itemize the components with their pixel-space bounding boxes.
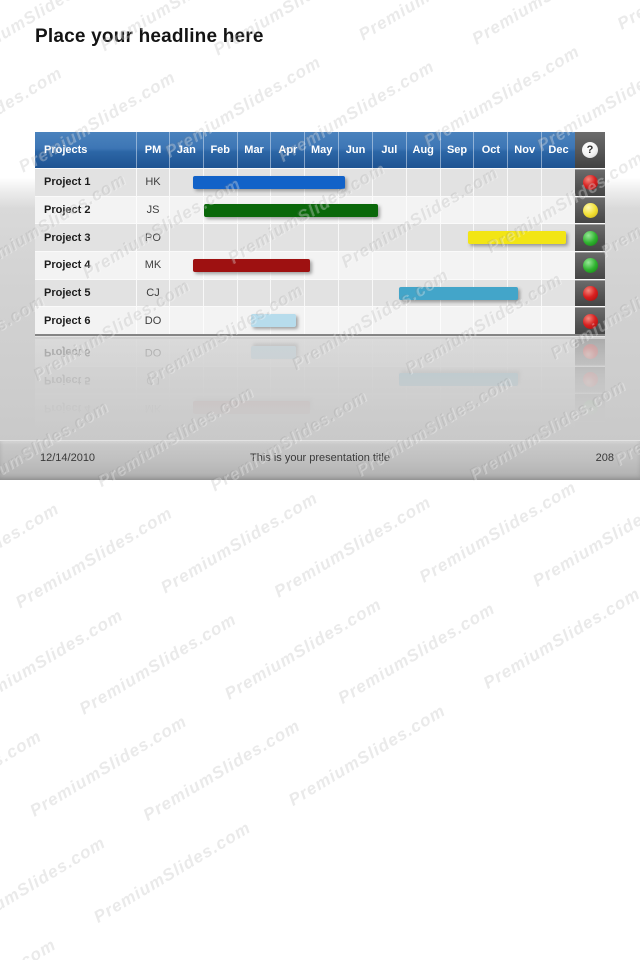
gantt-bar (192, 258, 311, 272)
pm-cell: CJ (136, 279, 169, 307)
status-indicator (582, 230, 598, 246)
column-header-month: Jun (338, 132, 372, 168)
column-header-month: Sep (439, 132, 474, 168)
timeline-cell (169, 224, 575, 251)
column-header-month: Dec (541, 132, 575, 168)
project-name-cell: Project 2 (44, 203, 91, 216)
project-name-cell: Project 5 (44, 286, 91, 299)
gantt-table: Projects PM Jan Feb Mar Apr May Jun Jul … (35, 132, 605, 334)
status-cell (575, 279, 605, 307)
help-icon[interactable]: ? (582, 142, 598, 158)
column-header-month: Oct (473, 132, 507, 168)
pm-cell: JS (136, 196, 169, 224)
table-row: Project 6 DO (35, 306, 605, 334)
footer-title: This is your presentation title (249, 452, 390, 464)
timeline-cell (169, 307, 575, 334)
month-header-group: Jan Feb Mar Apr May Jun Jul Aug Sep Oct … (169, 132, 575, 168)
project-name-cell: Project 4 (44, 259, 91, 272)
column-header-month: Aug (405, 132, 440, 168)
gantt-bar (250, 314, 297, 328)
status-indicator (582, 285, 598, 301)
footer-date: 12/14/2010 (40, 452, 96, 464)
status-cell (575, 307, 605, 334)
column-header-month: Apr (270, 132, 304, 168)
project-name-cell: Project 3 (44, 231, 91, 244)
column-header-month: Jan (169, 132, 203, 168)
pm-cell: PO (136, 224, 169, 251)
gantt-bar (203, 203, 378, 217)
footer-page-number: 208 (595, 452, 614, 464)
table-row: Project 3 PO (35, 223, 605, 251)
column-header-status: ? (575, 132, 605, 168)
status-cell (575, 196, 605, 224)
status-indicator (582, 313, 598, 329)
slide-footer: 12/14/2010 This is your presentation tit… (0, 440, 640, 480)
status-cell (575, 169, 605, 196)
column-header-month: Jul (371, 132, 406, 168)
status-cell (575, 251, 605, 279)
status-indicator (582, 258, 598, 274)
headline: Place your headline here (35, 26, 264, 47)
status-indicator (582, 175, 598, 191)
column-header-month: Mar (236, 132, 271, 168)
table-row: Project 5 CJ (35, 278, 605, 307)
column-header-month: May (304, 132, 338, 168)
timeline-cell (169, 169, 575, 196)
column-header-month: Feb (202, 132, 237, 168)
gantt-bar (468, 231, 566, 245)
status-cell (575, 224, 605, 251)
gantt-bar (192, 176, 345, 189)
column-header-pm: PM (136, 132, 169, 168)
pm-cell: DO (136, 307, 169, 334)
table-row: Project 1 HK (35, 168, 605, 196)
column-header-projects: Projects (44, 144, 88, 156)
timeline-cell (169, 251, 575, 279)
table-header-row: Projects PM Jan Feb Mar Apr May Jun Jul … (35, 132, 605, 168)
status-indicator (582, 202, 598, 218)
timeline-cell (169, 196, 575, 224)
pm-cell: HK (136, 169, 169, 196)
table-row: Project 2 JS (35, 195, 605, 224)
project-name-cell: Project 6 (44, 314, 91, 327)
timeline-cell (169, 279, 575, 307)
column-header-month: Nov (507, 132, 541, 168)
pm-cell: MK (136, 251, 169, 279)
table-row: Project 4 MK (35, 250, 605, 279)
project-name-cell: Project 1 (44, 176, 91, 189)
gantt-bar (399, 286, 519, 300)
